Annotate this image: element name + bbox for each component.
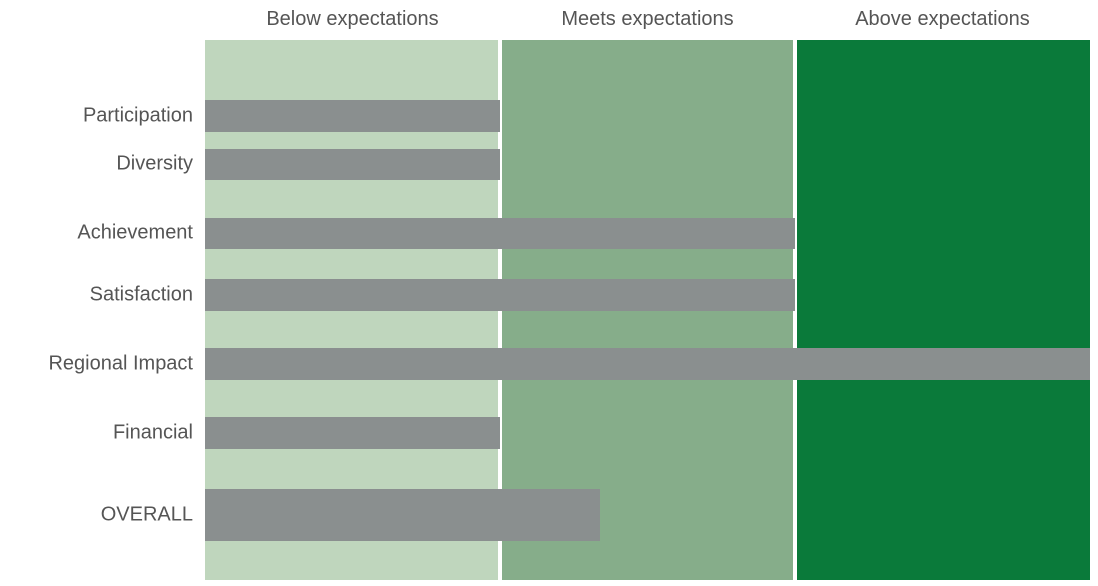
column-header: Above expectations (795, 8, 1090, 31)
row-labels-column: Participation Diversity Achievement Satisfa… (0, 0, 205, 586)
row-label: Regional Impact (48, 353, 193, 376)
column-header: Meets expectations (500, 8, 795, 31)
bar-3 (205, 279, 795, 310)
zone-2 (795, 40, 1090, 580)
expectations-chart: Below expectationsMeets expectationsAbov… (0, 0, 1098, 586)
column-header: Below expectations (205, 8, 500, 31)
bar-0 (205, 100, 500, 131)
row-label: OVERALL (101, 504, 193, 527)
row-label: Achievement (77, 222, 193, 245)
row-label: Participation (83, 105, 193, 128)
row-label: Satisfaction (90, 283, 193, 306)
plot-area (205, 40, 1090, 580)
bar-5 (205, 417, 500, 448)
bar-1 (205, 149, 500, 180)
row-label: Diversity (116, 153, 193, 176)
bar-6 (205, 489, 600, 541)
column-headers: Below expectationsMeets expectationsAbov… (205, 0, 1090, 40)
bar-4 (205, 348, 1090, 379)
row-label: Financial (113, 422, 193, 445)
bar-2 (205, 218, 795, 249)
